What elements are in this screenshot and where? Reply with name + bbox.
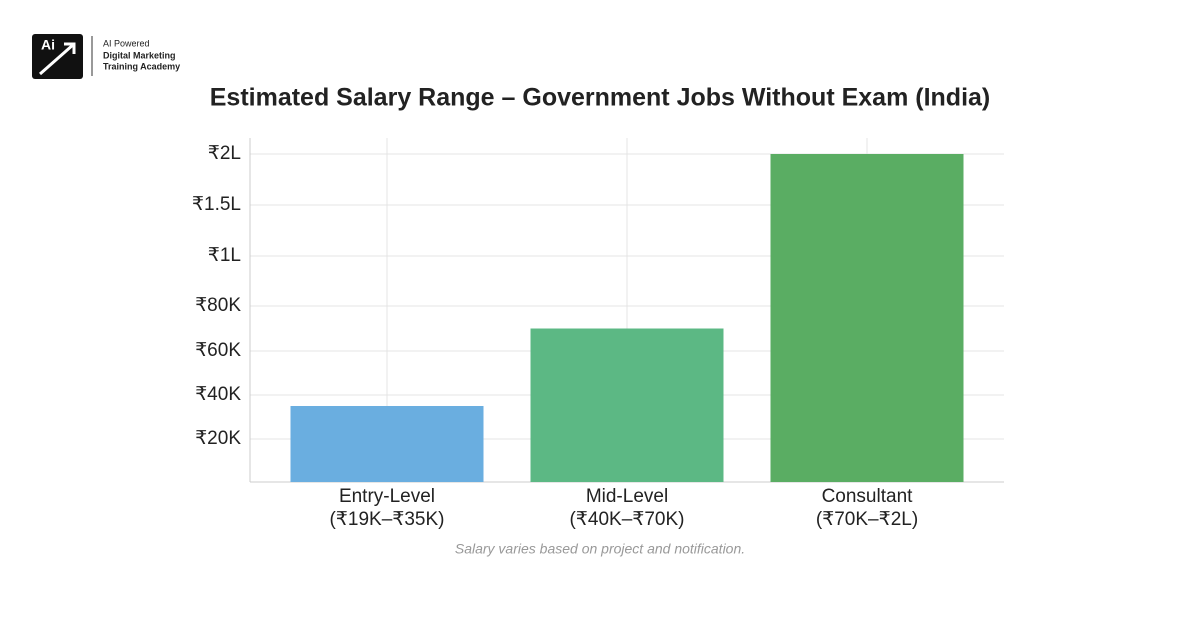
y-tick-label: ₹1L [208,245,241,266]
logo-box [32,34,83,79]
y-tick-label: ₹80K [195,295,241,316]
logo: Ai AI Powered Digital Marketing Training… [32,34,180,79]
logo-line: AI Powered [103,38,150,48]
y-tick-label: ₹60K [195,340,241,361]
logo-line: Digital Marketing [103,50,176,60]
y-tick-label: ₹2L [208,143,241,164]
y-tick-label: ₹1.5L [192,194,241,215]
logo-arrow [39,42,76,76]
x-tick-label: Consultant [822,486,914,507]
y-tick-label: ₹20K [195,428,241,449]
x-tick-range: (₹70K–₹2L) [816,509,918,530]
x-tick-label: Entry-Level [339,486,435,507]
note: Salary varies based on project and notif… [455,541,745,557]
logo-line: Training Academy [103,61,180,71]
y-tick-label: ₹40K [195,384,241,405]
bar [530,328,724,482]
logo-text: Ai [41,37,55,53]
bar [290,406,484,482]
x-tick-range: (₹40K–₹70K) [569,509,684,530]
bar [770,154,964,482]
x-tick-label: Mid-Level [586,486,668,507]
x-tick-range: (₹19K–₹35K) [329,509,444,530]
chart-title: Estimated Salary Range – Government Jobs… [210,84,991,112]
